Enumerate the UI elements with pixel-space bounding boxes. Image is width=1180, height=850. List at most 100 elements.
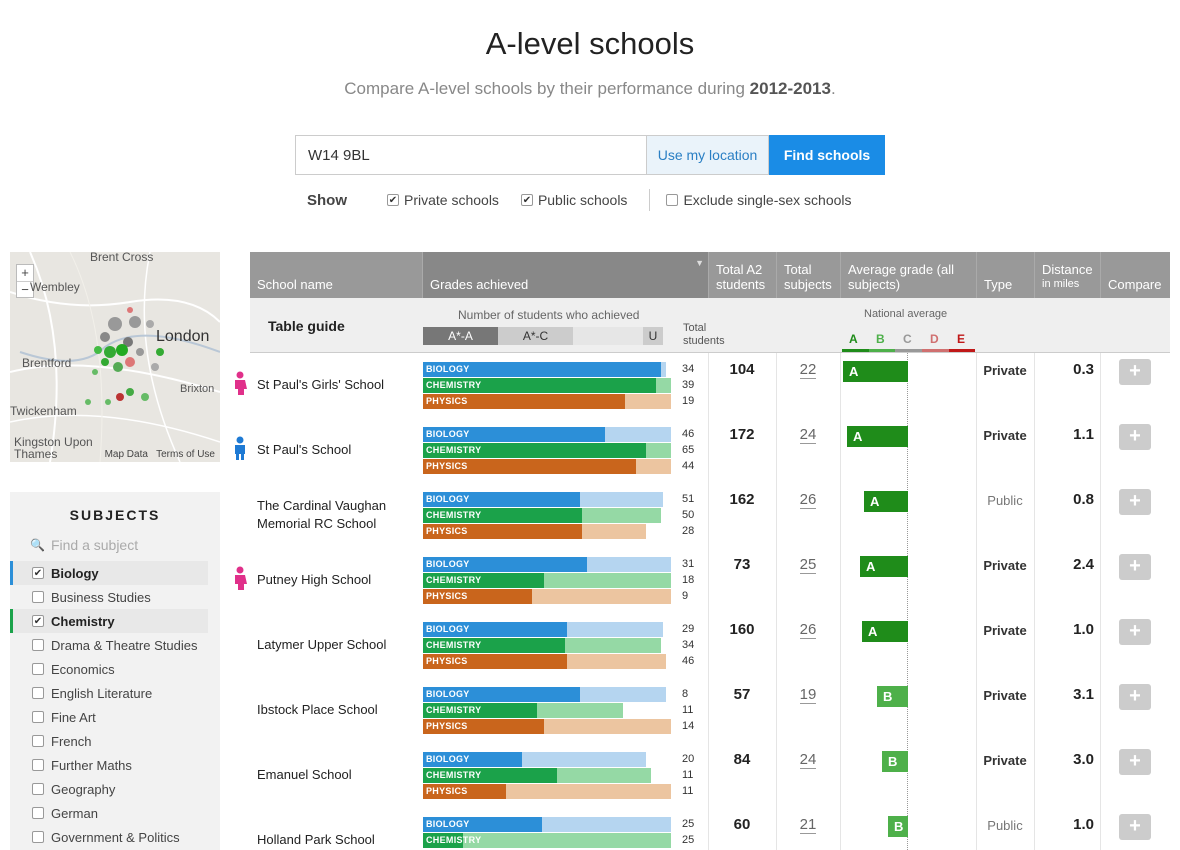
table-row[interactable]: Ibstock Place School BIOLOGY 8 CHEMISTRY 11 P… [230,678,1170,743]
subject-bar[interactable]: BIOLOGY 20 [423,752,703,767]
total-subjects[interactable]: 26 [776,621,840,639]
filter-single-sex[interactable]: Exclude single-sex schools [666,192,852,208]
compare-add-button[interactable]: + [1119,424,1151,450]
table-row[interactable]: Emanuel School BIOLOGY 20 CHEMISTRY 11 PHYSIC… [230,743,1170,808]
subject-bar[interactable]: CHEMISTRY 50 [423,508,703,523]
subject-checkbox[interactable] [32,711,44,723]
filter-private[interactable]: ✔ Private schools [387,192,499,208]
compare-add-button[interactable]: + [1119,619,1151,645]
subject-item[interactable]: English Literature [10,681,220,705]
col-type[interactable]: Type [976,252,1034,298]
subject-bar[interactable]: BIOLOGY 25 [423,817,703,832]
subject-item[interactable]: French [10,729,220,753]
subject-item[interactable]: German [10,801,220,825]
subject-item[interactable]: Fine Art [10,705,220,729]
subject-bar[interactable]: CHEMISTRY 18 [423,573,703,588]
subject-bar[interactable]: PHYSICS 11 [423,784,703,799]
subject-bar[interactable]: BIOLOGY 8 [423,687,703,702]
postcode-input[interactable] [295,135,646,175]
subject-bar[interactable]: PHYSICS 46 [423,654,703,669]
map-data-link[interactable]: Map Data [104,449,148,460]
subject-item[interactable]: Government & Politics [10,825,220,849]
subject-checkbox[interactable] [32,687,44,699]
compare-add-button[interactable]: + [1119,359,1151,385]
subject-item[interactable]: ✔ Biology [10,561,208,585]
subject-bar[interactable]: PHYSICS 19 [423,394,703,409]
total-subjects[interactable]: 22 [776,361,840,379]
subject-bar[interactable]: PHYSICS 44 [423,459,703,474]
col-school-name[interactable]: School name [250,252,422,298]
subject-search[interactable]: 🔍 Find a subject [30,537,220,553]
subject-checkbox[interactable] [32,591,44,603]
subject-checkbox[interactable] [32,759,44,771]
compare-add-button[interactable]: + [1119,749,1151,775]
map-terms-link[interactable]: Terms of Use [156,449,215,460]
total-subjects[interactable]: 24 [776,751,840,769]
subject-item[interactable]: Geography [10,777,220,801]
public-checkbox[interactable]: ✔ [520,194,533,206]
subject-bar[interactable]: BIOLOGY 34 [423,362,703,377]
school-name[interactable]: St Paul's School [257,442,352,457]
table-row[interactable]: The Cardinal Vaughan Memorial RC School B… [230,483,1170,548]
total-subjects[interactable]: 21 [776,816,840,834]
zoom-in-button[interactable]: + [21,265,29,280]
table-row[interactable]: Holland Park School BIOLOGY 25 CHEMISTRY 25 6… [230,808,1170,850]
subject-bar[interactable]: BIOLOGY 46 [423,427,703,442]
col-grades[interactable]: Grades achieved ▼ [422,252,708,298]
private-checkbox[interactable]: ✔ [387,194,399,206]
school-name[interactable]: The Cardinal Vaughan Memorial RC School [257,498,387,531]
find-schools-button[interactable]: Find schools [769,135,885,175]
col-avg-grade[interactable]: Average grade (all subjects) [840,252,976,298]
col-subjects[interactable]: Total subjects [776,252,840,298]
subject-checkbox[interactable] [32,735,44,747]
school-name[interactable]: St Paul's Girls' School [257,377,385,392]
subject-bar[interactable]: BIOLOGY 31 [423,557,703,572]
school-name[interactable]: Emanuel School [257,767,352,782]
subject-item[interactable]: Economics [10,657,220,681]
subject-item[interactable]: Further Maths [10,753,220,777]
table-row[interactable]: St Paul's School BIOLOGY 46 CHEMISTRY 65 PHYS… [230,418,1170,483]
compare-add-button[interactable]: + [1119,554,1151,580]
total-subjects[interactable]: 24 [776,426,840,444]
zoom-out-button[interactable]: − [17,281,33,297]
filter-public[interactable]: ✔ Public schools [520,192,627,208]
subject-item[interactable]: Drama & Theatre Studies [10,633,220,657]
subject-item[interactable]: Business Studies [10,585,220,609]
compare-add-button[interactable]: + [1119,684,1151,710]
subject-checkbox[interactable] [32,663,44,675]
table-row[interactable]: St Paul's Girls' School BIOLOGY 34 CHEMISTR… [230,353,1170,418]
total-subjects[interactable]: 19 [776,686,840,704]
subject-checkbox[interactable]: ✔ [32,615,44,627]
schools-map[interactable]: + − Brent Cross Wembley London Brentford… [10,252,220,462]
subject-item[interactable]: ✔ Chemistry [10,609,208,633]
total-subjects[interactable]: 25 [776,556,840,574]
subject-checkbox[interactable] [32,783,44,795]
col-distance[interactable]: Distance in miles [1034,252,1100,298]
subject-bar[interactable]: BIOLOGY 29 [423,622,703,637]
school-name[interactable]: Holland Park School [257,832,375,847]
subject-bar[interactable]: CHEMISTRY 25 [423,833,703,848]
compare-add-button[interactable]: + [1119,489,1151,515]
subject-checkbox[interactable]: ✔ [32,567,44,579]
subject-checkbox[interactable] [32,807,44,819]
subject-bar[interactable]: PHYSICS 14 [423,719,703,734]
subject-bar[interactable]: PHYSICS 9 [423,589,703,604]
subject-bar[interactable]: CHEMISTRY 34 [423,638,703,653]
subject-bar[interactable]: CHEMISTRY 39 [423,378,703,393]
subject-checkbox[interactable] [32,831,44,843]
compare-add-button[interactable]: + [1119,814,1151,840]
col-a2[interactable]: Total A2 students [708,252,776,298]
use-location-button[interactable]: Use my location [646,135,769,175]
single-sex-checkbox[interactable] [666,194,679,206]
table-row[interactable]: Latymer Upper School BIOLOGY 29 CHEMISTRY 34… [230,613,1170,678]
subject-bar[interactable]: CHEMISTRY 65 [423,443,703,458]
school-name[interactable]: Putney High School [257,572,372,587]
subject-bar[interactable]: BIOLOGY 51 [423,492,703,507]
subject-bar[interactable]: PHYSICS 28 [423,524,703,539]
subject-checkbox[interactable] [32,639,44,651]
table-row[interactable]: Putney High School BIOLOGY 31 CHEMISTRY 18 PH… [230,548,1170,613]
total-subjects[interactable]: 26 [776,491,840,509]
school-name[interactable]: Latymer Upper School [257,637,387,652]
subject-bar[interactable]: CHEMISTRY 11 [423,703,703,718]
school-name[interactable]: Ibstock Place School [257,702,378,717]
